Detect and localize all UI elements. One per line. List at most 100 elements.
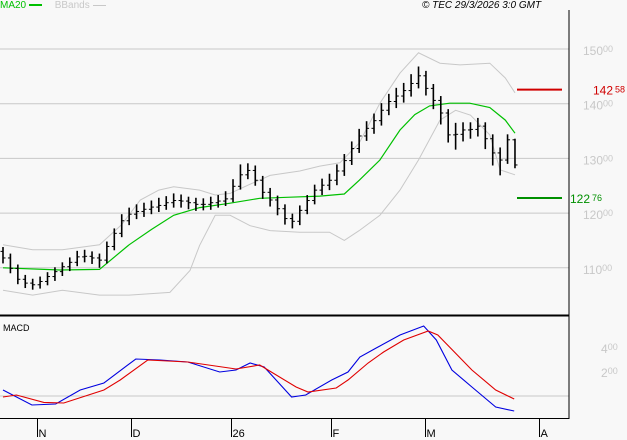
- ohlc-bar: [267, 187, 273, 207]
- ohlc-bar: [467, 122, 473, 139]
- x-tick-label: N: [39, 428, 47, 440]
- ohlc-bar: [89, 251, 95, 264]
- ohlc-bar: [45, 272, 51, 286]
- ohlc-bar: [401, 82, 407, 103]
- x-tick-label: A: [541, 428, 549, 440]
- x-tick-label: 26: [233, 428, 245, 440]
- copyright: © TEC 29/3/2026 3:0 GMT: [422, 0, 542, 11]
- legend-ma20-swatch: [28, 4, 42, 7]
- ohlc-bar: [319, 178, 325, 196]
- bband-lower-line: [2, 109, 516, 296]
- x-tick-label: F: [333, 428, 340, 440]
- ohlc-bar: [74, 250, 80, 267]
- ohlc-bar: [334, 164, 340, 186]
- ohlc-bar: [0, 247, 6, 264]
- ohlc-bar: [416, 66, 422, 89]
- ohlc-bar: [423, 70, 429, 96]
- x-tick-label: M: [427, 428, 436, 440]
- ohlc-bar: [393, 87, 399, 109]
- ohlc-bar: [208, 196, 214, 210]
- ohlc-bar: [408, 74, 414, 97]
- ohlc-bar: [453, 122, 459, 150]
- ohlc-bar: [445, 109, 451, 143]
- ohlc-bar: [104, 241, 110, 264]
- y-tick-label: 11000: [583, 263, 612, 277]
- ohlc-bar: [497, 147, 503, 176]
- ohlc-bar: [223, 191, 229, 206]
- y-tick-label: 12000: [583, 208, 613, 222]
- ohlc-bar: [134, 204, 140, 220]
- support-level-label: 122 76: [570, 192, 602, 206]
- ohlc-bar: [289, 213, 295, 229]
- macd-series-macd: [2, 325, 515, 412]
- ohlc-bar: [252, 165, 258, 186]
- ohlc-bar: [349, 141, 355, 165]
- ohlc-bar: [341, 154, 347, 176]
- ohlc-bar: [148, 200, 154, 215]
- ohlc-bar: [59, 262, 65, 277]
- legend: MA20 BBands: [0, 0, 106, 11]
- ohlc-bar: [111, 228, 117, 251]
- ohlc-bar: [260, 175, 266, 199]
- ohlc-bar: [163, 196, 169, 210]
- y-tick-label: 15000: [583, 44, 613, 58]
- ohlc-bar: [119, 214, 125, 238]
- ohlc-bar: [178, 194, 184, 208]
- ohlc-bar: [282, 204, 288, 225]
- ohlc-bar: [30, 278, 36, 290]
- ohlc-bar: [82, 249, 88, 263]
- legend-bbands-label: BBands: [54, 0, 90, 11]
- ohlc-bar: [475, 117, 481, 137]
- ohlc-bar: [156, 197, 162, 213]
- ohlc-bar: [304, 195, 310, 215]
- ohlc-bar: [326, 173, 332, 191]
- ohlc-bar: [386, 93, 392, 116]
- ohlc-bar: [186, 196, 191, 210]
- ohlc-bar: [364, 121, 370, 141]
- y-tick-label: 14000: [583, 99, 613, 113]
- ohlc-bar: [22, 274, 28, 289]
- ohlc-bar: [52, 267, 58, 281]
- legend-ma20-label: MA20: [0, 0, 27, 11]
- ohlc-bar: [245, 163, 251, 180]
- ohlc-bar: [126, 207, 132, 226]
- bband-upper-line: [2, 52, 516, 251]
- ohlc-bar: [215, 195, 221, 208]
- y-tick-label: 13000: [583, 153, 613, 167]
- ohlc-bar: [482, 122, 488, 150]
- macd-y-tick-label: 200: [601, 366, 618, 380]
- ohlc-bar: [275, 195, 281, 216]
- ohlc-bar: [37, 276, 43, 289]
- ohlc-bar: [200, 198, 206, 211]
- legend-ma20: MA20: [0, 0, 42, 11]
- ohlc-bar: [378, 103, 384, 126]
- ohlc-bar: [230, 179, 236, 203]
- ohlc-bar: [505, 134, 511, 164]
- ohlc-bar: [67, 257, 73, 272]
- ohlc-bar: [460, 122, 466, 142]
- ohlc-bar: [237, 164, 243, 190]
- ohlc-bar: [171, 193, 177, 208]
- resistance-level-label: 142 58: [593, 84, 625, 98]
- macd-title: MACD: [3, 323, 30, 333]
- ohlc-bar: [15, 264, 21, 285]
- ohlc-bar: [356, 128, 362, 153]
- ohlc-bar: [371, 113, 377, 134]
- ohlc-bar: [438, 96, 444, 125]
- ma20-line: [2, 102, 516, 271]
- ohlc-bar: [512, 138, 518, 169]
- ohlc-bar: [193, 197, 199, 211]
- ohlc-bar: [430, 84, 436, 110]
- legend-bbands: BBands: [55, 0, 106, 11]
- legend-bbands-swatch: [92, 4, 106, 6]
- macd-y-tick-label: 400: [601, 342, 618, 356]
- x-tick-label: D: [133, 428, 141, 440]
- ohlc-bar: [96, 253, 102, 268]
- ohlc-bar: [7, 253, 13, 274]
- macd-series-signal: [2, 330, 515, 404]
- ohlc-bar: [297, 205, 303, 226]
- ohlc-bar: [141, 202, 147, 217]
- ohlc-bar: [312, 184, 318, 205]
- ohlc-bar: [490, 134, 496, 166]
